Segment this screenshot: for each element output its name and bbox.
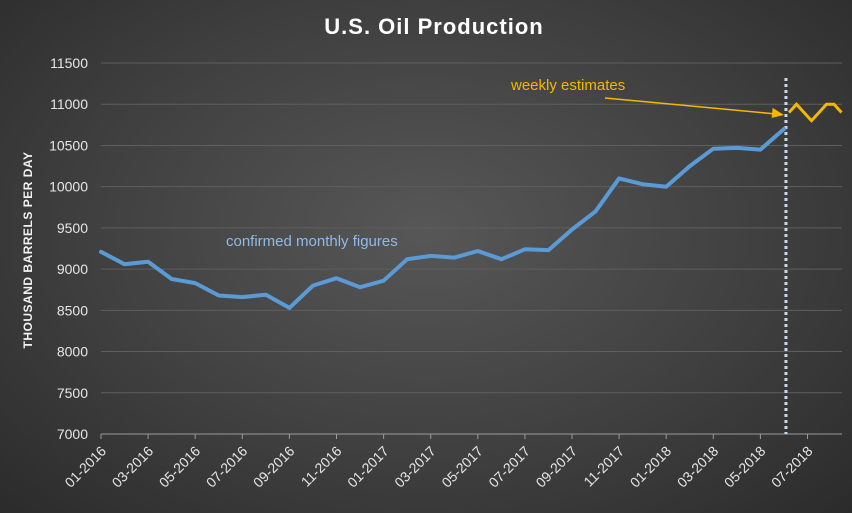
x-tick-label: 07-2016 [203,443,251,491]
x-tick-label: 09-2016 [250,443,298,491]
weekly-estimates-annotation: weekly estimates [510,77,625,94]
y-tick-label: 9500 [57,220,88,236]
x-tick-label: 11-2017 [580,443,627,490]
x-tick-label: 05-2018 [721,443,769,491]
confirmed-monthly-annotation: confirmed monthly figures [226,233,398,250]
confirmed-monthly-series-line [99,127,786,310]
x-tick-label: 03-2016 [109,443,157,491]
x-tick-label: 07-2017 [485,443,533,491]
y-axis-ticks: 7000 7500 8000 8500 9000 9500 10000 10500 11000 1… [49,55,88,442]
x-tick-label: 01-2017 [344,443,392,491]
y-tick-label: 8500 [57,302,88,318]
x-tick-label: 03-2018 [674,443,722,491]
x-tick-label: 01-2016 [61,443,109,491]
y-tick-label: 11000 [50,96,88,112]
y-tick-label: 10000 [49,179,88,195]
y-tick-label: 10500 [49,137,88,153]
x-tick-label: 01-2018 [627,443,675,491]
y-tick-label: 11500 [50,55,88,71]
y-axis-label: THOUSAND BARRELS PER DAY [21,152,35,349]
x-tick-label: 05-2016 [156,443,204,491]
y-tick-label: 7000 [57,426,88,442]
x-axis-ticks: 01-2016 03-2016 05-2016 07-2016 09-2016 11-20… [61,434,816,491]
x-tick-label: 11-2016 [298,443,345,490]
x-tick-label: 07-2018 [768,443,816,491]
y-tick-label: 8000 [57,344,88,360]
x-tick-label: 09-2017 [532,443,580,491]
y-tick-label: 9000 [57,261,88,277]
chart-title: U.S. Oil Production [324,14,543,39]
arrowhead-icon [771,107,784,118]
weekly-estimates-series-line [787,101,843,123]
gridlines [101,62,842,435]
x-tick-label: 03-2017 [391,443,439,491]
y-tick-label: 7500 [57,385,88,401]
weekly-estimates-arrow [604,97,777,115]
x-tick-label: 05-2017 [438,443,486,491]
